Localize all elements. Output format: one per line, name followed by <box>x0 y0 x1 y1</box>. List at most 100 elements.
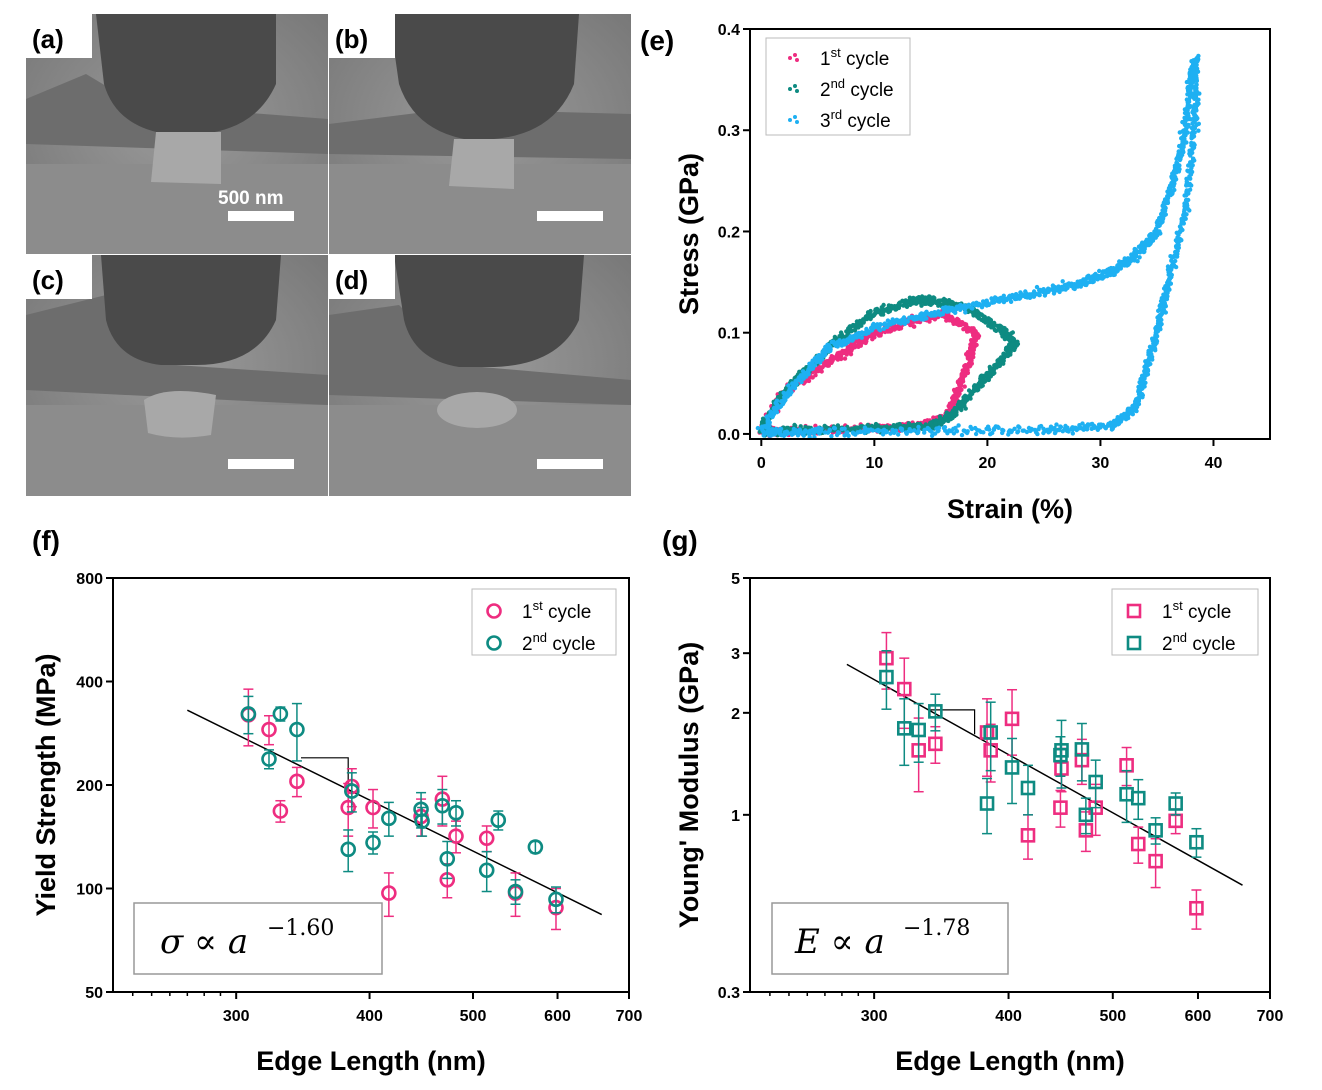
data-point <box>1110 426 1115 431</box>
data-point <box>1132 255 1137 261</box>
x-tick-label: 600 <box>544 1008 571 1025</box>
data-point <box>760 416 766 421</box>
y-tick-label: 200 <box>76 778 103 795</box>
data-point <box>880 432 886 437</box>
data-point <box>848 334 853 339</box>
data-point <box>778 426 784 432</box>
data-point <box>1126 262 1131 267</box>
data-point <box>888 431 893 436</box>
data-point <box>1156 308 1161 313</box>
data-point <box>959 371 964 377</box>
data-point <box>792 385 797 390</box>
data-point <box>992 322 997 328</box>
legend-marker <box>793 84 797 88</box>
data-point <box>934 426 939 431</box>
data-point <box>831 425 837 431</box>
data-point <box>1194 77 1199 82</box>
x-tick-label: 500 <box>460 1008 487 1025</box>
data-point <box>990 299 995 304</box>
x-axis-title: Strain (%) <box>947 494 1073 524</box>
data-point <box>839 426 845 432</box>
data-point <box>971 330 976 335</box>
data-point <box>1082 425 1088 430</box>
data-point <box>961 428 966 433</box>
equation-base: σ ∝ a <box>160 922 248 962</box>
data-point <box>1189 135 1194 140</box>
y-tick-label: 800 <box>76 571 103 588</box>
data-point <box>1137 255 1142 260</box>
data-point <box>922 313 927 318</box>
y-tick-label: 50 <box>85 985 103 1002</box>
data-point <box>1189 183 1194 188</box>
data-point <box>817 430 822 435</box>
data-point <box>1165 294 1170 299</box>
data-point <box>1048 424 1054 429</box>
data-point <box>1195 116 1200 121</box>
x-axis-title: Edge Length (nm) <box>256 1046 485 1076</box>
x-axis-title: Edge Length (nm) <box>895 1046 1124 1076</box>
data-point <box>1188 176 1193 181</box>
data-point <box>1185 182 1190 188</box>
data-point <box>1158 298 1164 304</box>
legend-label: 1st cycle <box>522 598 591 623</box>
data-point <box>774 398 780 403</box>
data-point <box>1174 160 1179 165</box>
data-point <box>793 378 798 384</box>
data-point <box>878 322 883 327</box>
data-point <box>875 322 880 327</box>
data-point <box>766 426 771 431</box>
data-point <box>1182 193 1187 198</box>
data-point <box>1072 286 1077 292</box>
data-point <box>1185 86 1190 91</box>
data-point <box>968 358 973 363</box>
data-point <box>875 310 881 315</box>
sem-panel-d: (d) <box>329 255 631 496</box>
data-point <box>1196 97 1201 102</box>
data-point <box>765 420 770 426</box>
data-point <box>1178 227 1184 232</box>
y-tick-label: 2 <box>731 706 740 723</box>
data-point <box>1034 292 1039 297</box>
data-point <box>989 368 994 374</box>
data-point <box>956 317 961 323</box>
data-point <box>896 432 901 437</box>
legend-marker <box>788 87 792 91</box>
data-point <box>968 424 973 430</box>
data-point <box>1196 53 1201 59</box>
data-point <box>907 295 913 300</box>
data-point <box>784 425 789 431</box>
y-axis-title: Young' Modulus (GPa) <box>674 642 704 928</box>
data-point <box>1070 431 1076 436</box>
legend-marker <box>795 120 799 124</box>
data-point <box>942 425 948 430</box>
data-point <box>863 340 868 346</box>
data-point <box>1078 284 1084 289</box>
data-point <box>1174 254 1179 259</box>
data-point <box>940 312 945 317</box>
data-point <box>813 373 818 378</box>
data-point <box>782 430 787 435</box>
panel-letter-f: (f) <box>32 525 60 556</box>
data-point <box>959 432 965 438</box>
data-point <box>1174 230 1180 235</box>
data-point <box>872 312 877 317</box>
data-point <box>871 321 876 327</box>
equation-exponent: −1.78 <box>903 916 970 941</box>
data-point <box>761 429 766 434</box>
data-point <box>1002 328 1007 333</box>
data-point <box>827 428 832 434</box>
y-tick-label: 0.2 <box>718 224 740 241</box>
legend-marker <box>795 89 799 93</box>
data-point <box>1011 336 1016 341</box>
data-point <box>806 378 812 384</box>
data-point <box>835 430 841 435</box>
data-point <box>954 392 959 397</box>
data-point <box>1155 329 1161 334</box>
data-point <box>1190 146 1195 152</box>
data-point <box>1190 121 1195 126</box>
data-point <box>919 303 924 308</box>
data-point <box>904 304 910 309</box>
data-point <box>786 383 791 388</box>
data-point <box>966 302 971 307</box>
